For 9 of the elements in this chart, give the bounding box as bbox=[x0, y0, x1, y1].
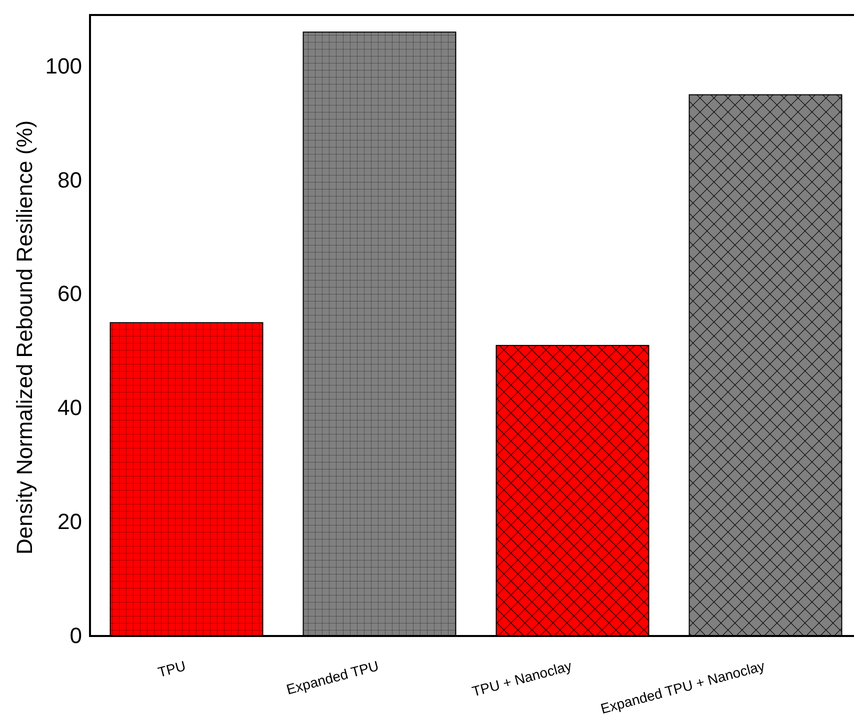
x-tick-label: TPU + Nanoclay bbox=[470, 657, 574, 700]
y-tick-label: 100 bbox=[45, 53, 82, 78]
y-tick-label: 80 bbox=[58, 167, 82, 192]
y-axis-title: Density Normalized Rebound Resilience (%) bbox=[12, 120, 37, 555]
y-tick-label: 20 bbox=[58, 509, 82, 534]
y-tick-label: 0 bbox=[70, 623, 82, 648]
y-tick-label: 60 bbox=[58, 281, 82, 306]
x-tick-label: TPU bbox=[156, 657, 188, 680]
y-tick-label: 40 bbox=[58, 395, 82, 420]
